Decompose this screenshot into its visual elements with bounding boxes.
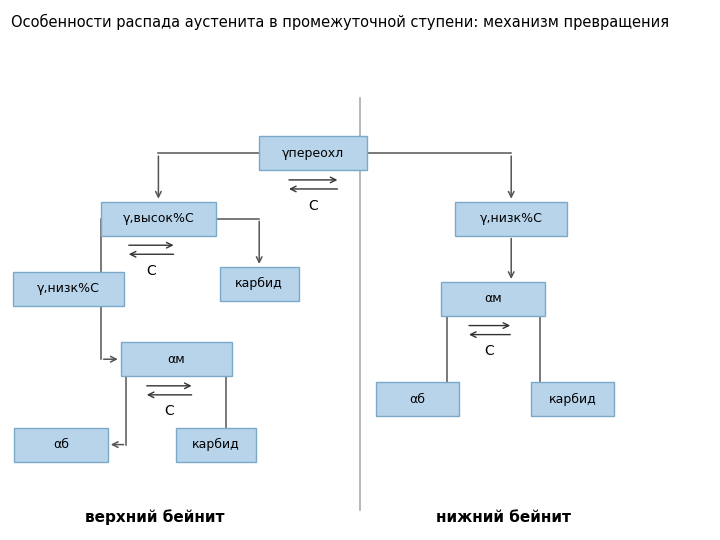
Text: γ,низк%С: γ,низк%С [37,282,100,295]
Text: Особенности распада аустенита в промежуточной ступени: механизм превращения: Особенности распада аустенита в промежут… [11,14,669,30]
Text: С: С [485,344,495,358]
FancyBboxPatch shape [220,267,299,301]
Text: αб: αб [410,393,426,406]
FancyBboxPatch shape [455,201,567,235]
FancyBboxPatch shape [101,201,216,235]
FancyBboxPatch shape [376,382,459,416]
Text: верхний бейнит: верхний бейнит [85,510,225,525]
FancyBboxPatch shape [14,428,108,462]
Text: карбид: карбид [549,393,596,406]
FancyBboxPatch shape [121,342,232,376]
Text: γ,высок%С: γ,высок%С [122,212,194,225]
FancyBboxPatch shape [531,382,614,416]
Text: С: С [146,264,156,278]
Text: αб: αб [53,438,69,451]
Text: αм: αм [168,353,185,366]
Text: С: С [308,199,318,213]
Text: γпереохл: γпереохл [282,147,344,160]
Text: карбид: карбид [192,438,240,451]
FancyBboxPatch shape [259,136,367,171]
Text: γ,низк%С: γ,низк%С [480,212,543,225]
FancyBboxPatch shape [13,272,124,306]
Text: нижний бейнит: нижний бейнит [436,510,572,525]
Text: карбид: карбид [235,278,283,291]
FancyBboxPatch shape [176,428,256,462]
Text: αм: αм [485,293,502,306]
FancyBboxPatch shape [441,282,546,316]
Text: С: С [164,404,174,418]
